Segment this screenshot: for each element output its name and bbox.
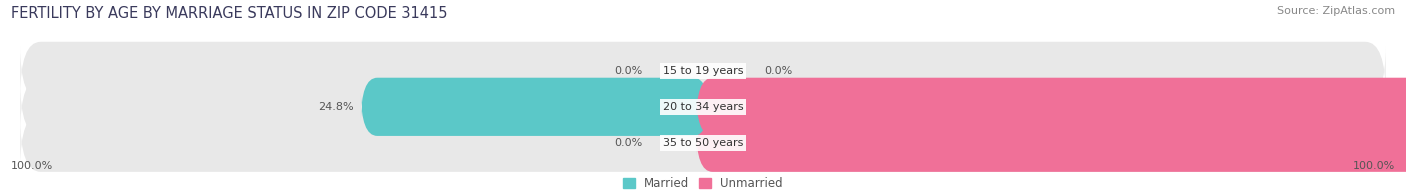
Text: Source: ZipAtlas.com: Source: ZipAtlas.com (1277, 6, 1395, 16)
Text: 100.0%: 100.0% (1353, 161, 1395, 171)
FancyBboxPatch shape (696, 78, 1406, 136)
FancyBboxPatch shape (20, 78, 1386, 136)
Text: 0.0%: 0.0% (614, 138, 643, 148)
FancyBboxPatch shape (20, 114, 1386, 172)
FancyBboxPatch shape (696, 114, 1406, 172)
Text: 0.0%: 0.0% (763, 66, 792, 76)
Text: FERTILITY BY AGE BY MARRIAGE STATUS IN ZIP CODE 31415: FERTILITY BY AGE BY MARRIAGE STATUS IN Z… (11, 6, 447, 21)
FancyBboxPatch shape (20, 42, 1386, 100)
Legend: Married, Unmarried: Married, Unmarried (623, 177, 783, 190)
Text: 35 to 50 years: 35 to 50 years (662, 138, 744, 148)
FancyBboxPatch shape (361, 78, 710, 136)
Text: 24.8%: 24.8% (319, 102, 354, 112)
Text: 20 to 34 years: 20 to 34 years (662, 102, 744, 112)
Text: 15 to 19 years: 15 to 19 years (662, 66, 744, 76)
Text: 0.0%: 0.0% (614, 66, 643, 76)
Text: 100.0%: 100.0% (11, 161, 53, 171)
